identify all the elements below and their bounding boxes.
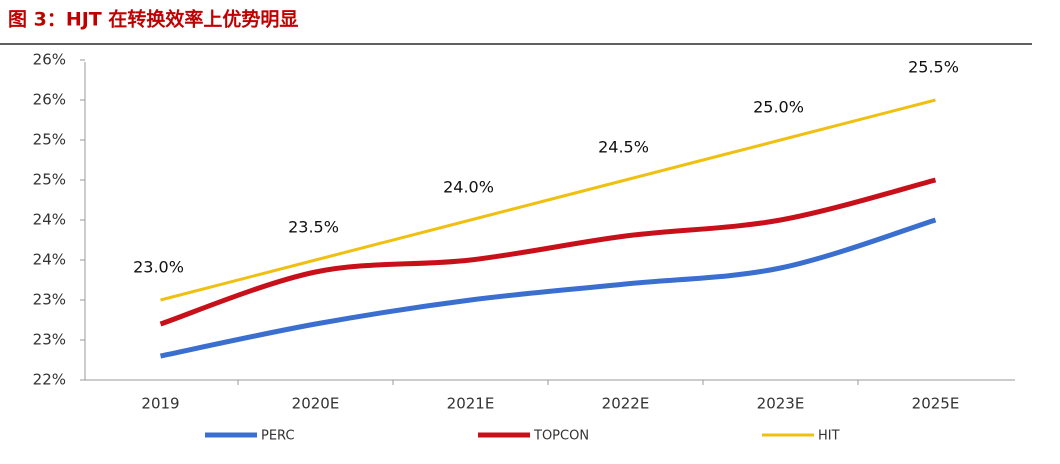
data-label: 24.5% <box>598 138 649 157</box>
legend-label: HIT <box>818 429 840 444</box>
y-tick-label: 24% <box>33 211 66 229</box>
y-tick-label: 22% <box>33 371 66 389</box>
x-tick-label: 2019 <box>141 395 179 413</box>
series-line <box>159 217 937 359</box>
data-label: 23.0% <box>133 258 184 277</box>
series-line <box>159 177 937 327</box>
x-tick-label: 2025E <box>912 395 960 413</box>
series-line <box>160 98 936 302</box>
data-label: 24.0% <box>443 178 494 197</box>
y-tick-label: 24% <box>33 251 66 269</box>
y-tick-label: 25% <box>33 171 66 189</box>
chart-title: 图 3：HJT 在转换效率上优势明显 <box>8 8 298 31</box>
y-tick-label: 23% <box>33 291 66 309</box>
legend-label: TOPCON <box>533 429 589 444</box>
x-tick-label: 2023E <box>757 395 805 413</box>
x-tick-label: 2020E <box>292 395 340 413</box>
x-tick-label: 2022E <box>602 395 650 413</box>
y-tick-label: 26% <box>33 51 66 69</box>
y-tick-label: 26% <box>33 91 66 109</box>
x-tick-label: 2021E <box>447 395 495 413</box>
legend-label: PERC <box>261 429 295 444</box>
y-tick-label: 25% <box>33 131 66 149</box>
data-label: 23.5% <box>288 218 339 237</box>
data-label: 25.0% <box>753 98 804 117</box>
y-tick-label: 23% <box>33 331 66 349</box>
data-label: 25.5% <box>908 58 959 77</box>
